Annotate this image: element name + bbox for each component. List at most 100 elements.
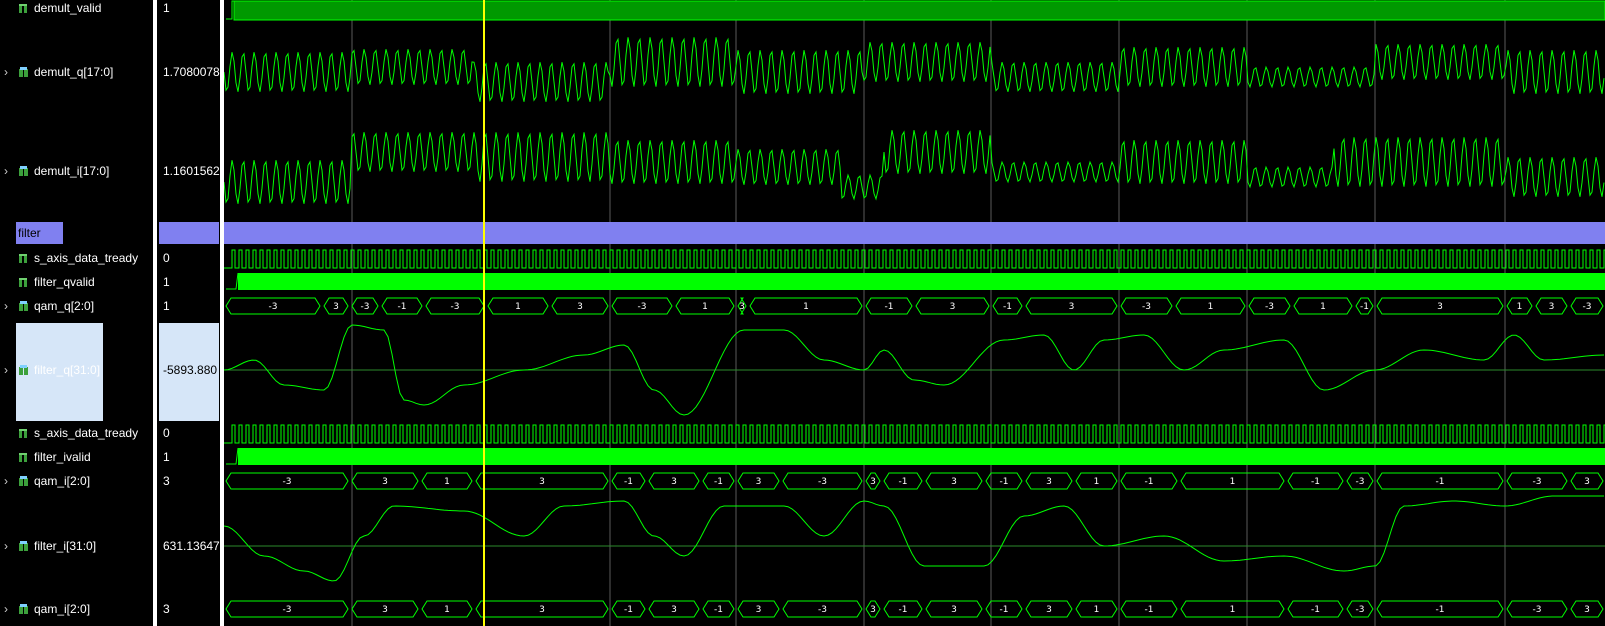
bus-qam-i-segment [421, 472, 473, 490]
bus-qam-i-2-value: -3 [1356, 605, 1365, 615]
bus-signal-icon [18, 475, 30, 487]
signal-row[interactable]: › demult_q[17:0] [0, 65, 153, 79]
bus-qam-i-value: -1 [1436, 477, 1445, 487]
panel-divider-names[interactable] [153, 0, 157, 626]
bus-qam-i-2-segment [648, 600, 700, 618]
signal-name-label: filter_ivalid [34, 450, 91, 464]
bus-qam-q-value: -3 [1265, 302, 1274, 312]
signal-name-label: qam_i[2:0] [34, 474, 91, 488]
chevron-right-icon[interactable]: › [4, 65, 8, 79]
bus-qam-i-segment [1120, 472, 1178, 490]
bus-qam-q-value: 1 [1208, 302, 1214, 312]
bus-qam-i-2-value: 3 [671, 605, 677, 615]
signal-row[interactable]: › filter_q[31:0] [0, 363, 153, 377]
bus-qam-i-2-segment [865, 600, 881, 618]
bus-qam-q-segment [1355, 297, 1374, 315]
signal-name-label: filter_qvalid [34, 275, 95, 289]
bus-qam-i-2-segment [925, 600, 983, 618]
signal-value: 3 [163, 602, 170, 616]
signal-row[interactable]: › filter_i[31:0] [0, 539, 153, 553]
bus-qam-q-segment [225, 297, 321, 315]
bus-qam-i-segment [1180, 472, 1285, 490]
waveform-canvas[interactable]: -3 3 -3 -1 -3 1 3 -3 1 3 1 -1 3 -1 3 -3 1 -3 1 -1 3 1 3 -3 -3 3 1 3… [224, 0, 1605, 626]
bit-signal-icon [18, 2, 30, 14]
bus-qam-q-value: -3 [451, 302, 460, 312]
signal-name-label: filter_q[31:0] [34, 363, 101, 377]
bus-signal-icon [18, 66, 30, 78]
bus-qam-i-2-value: -1 [899, 605, 908, 615]
signal-row[interactable]: › qam_i[2:0] [0, 474, 153, 488]
bus-qam-i-value: -1 [714, 477, 723, 487]
bus-qam-i-2-segment [782, 600, 863, 618]
bus-qam-i-value: 1 [1230, 477, 1236, 487]
signal-value: 1 [163, 275, 170, 289]
bus-qam-i-2-value: -1 [1145, 605, 1154, 615]
bus-qam-i-2-segment [611, 600, 646, 618]
bus-qam-q-value: 3 [1437, 302, 1443, 312]
group-label-filter[interactable]: filter [16, 222, 63, 244]
bus-qam-i-value: -1 [1311, 477, 1320, 487]
bus-qam-q-value: -1 [1003, 302, 1012, 312]
bus-qam-q-value: 3 [1549, 302, 1555, 312]
bus-qam-q-segment [351, 297, 379, 315]
signal-name-label: s_axis_data_tready [34, 251, 139, 265]
bus-qam-i-2-value: 3 [1046, 605, 1052, 615]
bus-qam-i-2-segment [737, 600, 780, 618]
group-value-bar [159, 222, 219, 244]
bus-qam-i-2-value: 1 [444, 605, 450, 615]
bus-qam-i-value: -1 [899, 477, 908, 487]
bus-qam-i-2-segment [475, 600, 609, 618]
bus-qam-i-2-segment [1570, 600, 1604, 618]
signal-row[interactable]: s_axis_data_tready [0, 251, 153, 265]
bus-qam-i-2-segment [1075, 600, 1118, 618]
bus-qam-i-value: 3 [870, 477, 876, 487]
bus-qam-i-value: -1 [1000, 477, 1009, 487]
chevron-right-icon[interactable]: › [4, 539, 8, 553]
signal-row[interactable]: demult_valid [0, 1, 153, 15]
chevron-right-icon[interactable]: › [4, 602, 8, 616]
bus-qam-q-segment [992, 297, 1023, 315]
bus-qam-i-2-value: -1 [624, 605, 633, 615]
bus-qam-q-segment [737, 297, 747, 315]
signal-row[interactable]: › demult_i[17:0] [0, 164, 153, 178]
bus-qam-q-value: 1 [803, 302, 809, 312]
signal-row[interactable]: filter_ivalid [0, 450, 153, 464]
bus-qam-i-segment [1287, 472, 1344, 490]
bus-qam-i-value: 3 [671, 477, 677, 487]
bus-qam-i-2-segment [1180, 600, 1285, 618]
bus-qam-i-2-segment [985, 600, 1023, 618]
bus-qam-i-2-segment [1025, 600, 1073, 618]
bus-signal-icon [18, 300, 30, 312]
chevron-right-icon[interactable]: › [4, 299, 8, 313]
bus-qam-i-segment [782, 472, 863, 490]
signal-row[interactable]: › qam_q[2:0] [0, 299, 153, 313]
chevron-right-icon[interactable]: › [4, 474, 8, 488]
bus-qam-i-2-value: 3 [951, 605, 957, 615]
signal-row[interactable]: › qam_i[2:0] [0, 602, 153, 616]
bit-signal-icon [18, 252, 30, 264]
signal-value: 0 [163, 426, 170, 440]
panel-divider-values[interactable] [220, 0, 224, 626]
signal-row[interactable]: s_axis_data_tready [0, 426, 153, 440]
bus-qam-i-2-segment [1120, 600, 1178, 618]
wave-filter-i [224, 495, 1604, 582]
signal-row[interactable]: filter_qvalid [0, 275, 153, 289]
bus-qam-i-segment [648, 472, 700, 490]
wave-filter-qvalid [238, 273, 1605, 290]
bus-qam-i-segment [225, 472, 349, 490]
bus-qam-q-segment [611, 297, 673, 315]
bus-qam-i-2-value: 3 [1584, 605, 1590, 615]
bus-qam-q-segment [323, 297, 349, 315]
bus-qam-i-segment [1346, 472, 1374, 490]
bus-qam-q-segment [1376, 297, 1504, 315]
bus-qam-i-value: 3 [539, 477, 545, 487]
bus-qam-i-value: -3 [1356, 477, 1365, 487]
wave-filter-qvalid-edge [226, 272, 239, 290]
bus-qam-i-value: 3 [1046, 477, 1052, 487]
wave-demult-valid [233, 0, 1605, 21]
chevron-right-icon[interactable]: › [4, 363, 8, 377]
chevron-right-icon[interactable]: › [4, 164, 8, 178]
bus-signal-icon [18, 540, 30, 552]
bus-qam-q-value: -3 [361, 302, 370, 312]
bus-qam-q-value: 1 [1517, 302, 1523, 312]
